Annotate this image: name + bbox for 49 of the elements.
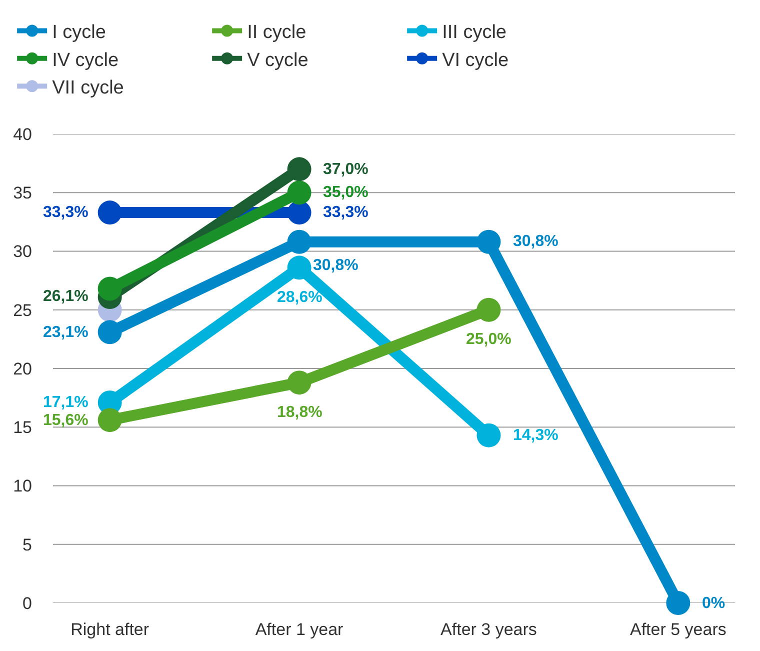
y-tick-label: 40 <box>13 124 32 144</box>
y-tick-label: 30 <box>13 242 32 262</box>
data-label: 17,1% <box>43 394 88 411</box>
legend-label: IV cycle <box>52 50 119 71</box>
x-tick-label: After 1 year <box>255 620 344 639</box>
y-tick-label: 15 <box>13 418 32 438</box>
data-label: 14,3% <box>513 427 558 444</box>
y-tick-label: 0 <box>22 594 32 613</box>
data-label: 0% <box>702 595 726 612</box>
point <box>287 370 312 395</box>
x-tick-label: Right after <box>70 620 150 639</box>
y-tick-label: 5 <box>22 535 32 554</box>
data-label: 23,1% <box>43 324 88 341</box>
point <box>98 200 122 225</box>
data-label: 26,1% <box>43 288 88 305</box>
legend-label: III cycle <box>442 22 506 44</box>
x-tick-label: After 5 years <box>630 620 726 639</box>
point <box>287 157 312 182</box>
y-tick-label: 20 <box>13 359 32 378</box>
point <box>666 591 690 615</box>
point <box>476 423 501 448</box>
point <box>98 320 122 344</box>
point <box>287 200 312 225</box>
point <box>476 298 501 322</box>
data-label: 28,6% <box>277 289 322 306</box>
data-label: 30,8% <box>313 257 358 274</box>
point <box>476 230 501 254</box>
x-tick-label: After 3 years <box>440 620 537 639</box>
point <box>287 256 312 280</box>
data-label: 18,8% <box>277 404 322 421</box>
y-tick-label: 10 <box>13 476 32 496</box>
data-label: 37,0% <box>323 161 368 178</box>
legend-label: II cycle <box>247 22 306 44</box>
legend-label: V cycle <box>247 50 308 71</box>
y-tick-label: 35 <box>13 184 32 203</box>
data-label: 35,0% <box>323 184 368 201</box>
y-tick-label: 25 <box>13 300 32 320</box>
legend-label: VII cycle <box>52 78 124 99</box>
data-label: 25,0% <box>466 331 512 348</box>
point <box>98 408 122 432</box>
point <box>287 230 312 254</box>
legend-label: I cycle <box>52 22 106 44</box>
data-label: 15,6% <box>43 412 88 429</box>
point <box>287 180 312 205</box>
point <box>98 276 122 301</box>
data-label: 33,3% <box>43 204 88 221</box>
data-label: 30,8% <box>513 233 558 250</box>
data-label: 33,3% <box>323 204 368 221</box>
legend-label: VI cycle <box>442 50 509 71</box>
